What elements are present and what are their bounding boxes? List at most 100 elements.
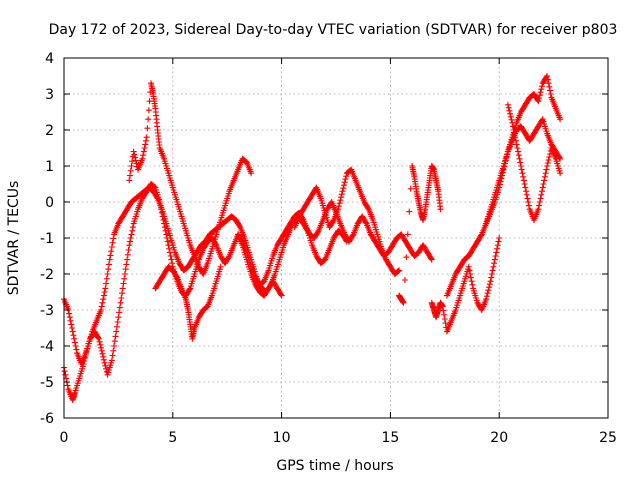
- data-point: [428, 256, 435, 263]
- data-point: [142, 141, 149, 148]
- data-point: [158, 206, 165, 213]
- data-point: [401, 277, 408, 283]
- data-point: [168, 256, 175, 263]
- data-point: [129, 158, 136, 165]
- data-point: [404, 231, 411, 238]
- data-point: [428, 255, 435, 262]
- data-point: [507, 113, 514, 120]
- data-point: [556, 154, 563, 161]
- data-point: [114, 319, 121, 325]
- data-point: [129, 227, 136, 234]
- data-point: [541, 177, 548, 184]
- y-tick-label: 4: [45, 51, 54, 67]
- data-point: [535, 98, 542, 105]
- data-point: [343, 237, 350, 244]
- data-point: [110, 347, 117, 354]
- data-point: [140, 148, 147, 155]
- data-point: [131, 151, 138, 158]
- data-point: [123, 261, 130, 268]
- data-point: [508, 116, 515, 123]
- data-point: [506, 107, 513, 114]
- data-point: [469, 281, 476, 288]
- data-point: [522, 184, 529, 191]
- data-point: [101, 359, 108, 366]
- data-point: [513, 141, 520, 148]
- data-point: [523, 188, 530, 195]
- data-point: [520, 177, 527, 184]
- data-point: [163, 235, 170, 241]
- series-track-e: [235, 231, 285, 299]
- data-point: [340, 185, 347, 192]
- data-point: [512, 137, 519, 144]
- data-point: [507, 110, 514, 117]
- data-point: [120, 280, 127, 287]
- data-point: [132, 157, 139, 164]
- data-point: [69, 328, 76, 335]
- data-point: [335, 206, 342, 213]
- data-point: [98, 347, 105, 354]
- y-tick-label: -5: [40, 375, 54, 391]
- data-point: [68, 321, 75, 328]
- data-point: [71, 335, 78, 342]
- y-tick-label: 0: [45, 195, 54, 211]
- data-point: [126, 242, 133, 249]
- data-point: [217, 263, 224, 270]
- data-point: [395, 268, 402, 274]
- data-point: [103, 365, 110, 372]
- data-point: [110, 235, 117, 242]
- data-point: [99, 350, 106, 357]
- data-point: [484, 290, 491, 297]
- data-point: [466, 267, 473, 274]
- data-point: [540, 181, 547, 187]
- data-point: [505, 104, 512, 111]
- data-point: [494, 242, 501, 249]
- data-point: [62, 371, 69, 378]
- data-point: [142, 137, 149, 144]
- data-point: [492, 253, 499, 259]
- data-point: [510, 127, 517, 133]
- data-point: [119, 290, 126, 297]
- data-point: [407, 185, 414, 192]
- data-point: [489, 267, 496, 274]
- data-point: [162, 227, 169, 234]
- y-tick-label: -2: [40, 267, 54, 283]
- data-point: [165, 242, 172, 249]
- data-point: [107, 252, 114, 259]
- data-point: [545, 80, 552, 87]
- data-point: [483, 293, 490, 300]
- data-point: [545, 157, 552, 163]
- data-point: [511, 130, 518, 137]
- data-point: [103, 280, 110, 287]
- data-point: [546, 154, 553, 160]
- data-point: [467, 274, 474, 281]
- data-point: [67, 317, 74, 324]
- data-point: [97, 307, 104, 313]
- data-point: [118, 295, 125, 301]
- x-tick-label: 10: [273, 430, 291, 446]
- data-point: [509, 119, 516, 126]
- data-point: [127, 238, 134, 245]
- data-point: [486, 281, 493, 288]
- series-track-h: [428, 235, 503, 335]
- data-point: [512, 134, 519, 141]
- data-point: [521, 181, 528, 187]
- data-point: [100, 296, 107, 303]
- data-point: [483, 296, 490, 303]
- data-point: [515, 152, 522, 159]
- data-point: [343, 173, 350, 180]
- y-axis-label: SDTVAR / TECUs: [6, 181, 22, 296]
- data-point: [124, 256, 131, 263]
- data-point: [98, 303, 105, 310]
- data-point: [113, 328, 120, 335]
- data-point: [517, 159, 524, 166]
- data-point: [539, 184, 546, 191]
- x-tick-label: 5: [168, 430, 177, 446]
- data-point: [488, 274, 495, 281]
- data-point: [111, 343, 118, 349]
- data-point: [122, 266, 129, 273]
- data-point: [546, 87, 553, 94]
- data-point: [441, 316, 448, 322]
- data-point: [100, 356, 107, 363]
- x-tick-label: 20: [490, 430, 508, 446]
- data-point: [544, 73, 551, 79]
